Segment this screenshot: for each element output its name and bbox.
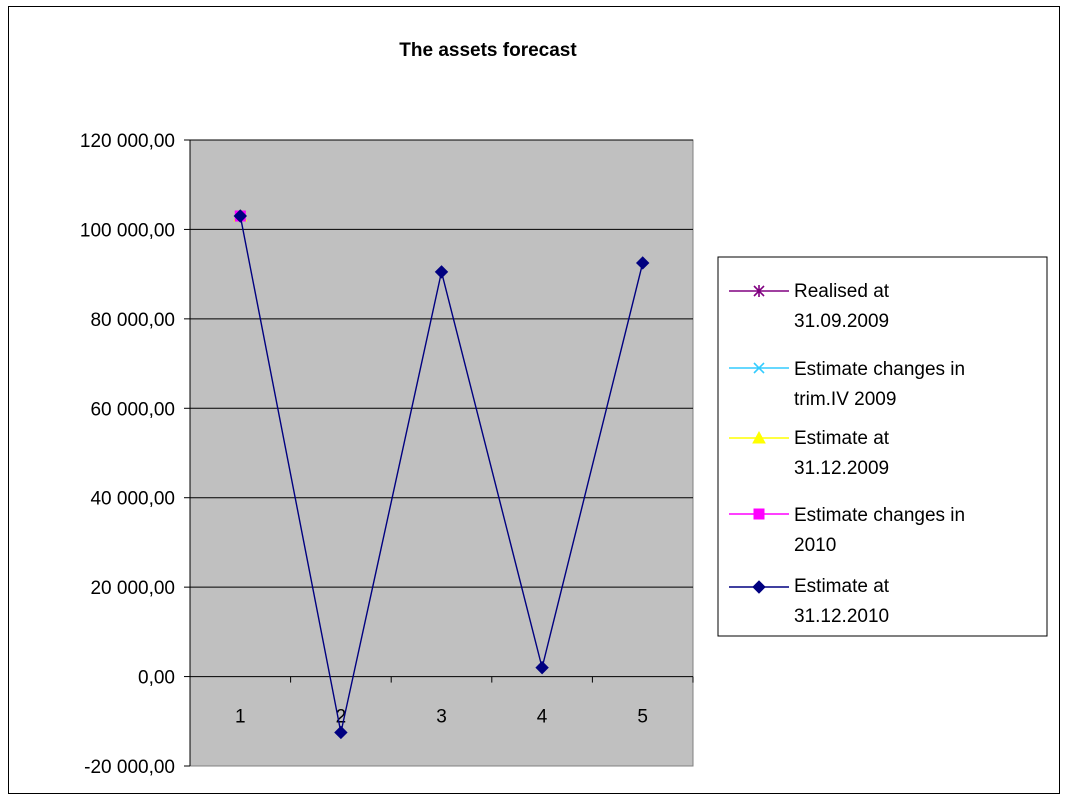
y-tick-label: 0,00	[138, 668, 175, 689]
y-tick-label: 80 000,00	[90, 310, 175, 331]
legend: Realised at 31.09.2009 Estimate changes in…	[717, 256, 1048, 637]
legend-label-line: Estimate at	[794, 576, 890, 597]
legend-marker-4	[753, 508, 765, 520]
y-tick-label: -20 000,00	[84, 757, 175, 778]
legend-label-line: Estimate at	[794, 428, 890, 449]
x-tick-label: 4	[537, 707, 548, 728]
legend-label-line: Estimate changes in	[794, 505, 965, 526]
legend-label: Estimate at 31.12.2009	[794, 428, 890, 479]
x-tick-label: 1	[235, 707, 246, 728]
legend-label-line: Estimate changes in	[794, 359, 965, 380]
legend-label-line: 2010	[794, 535, 836, 556]
data-point-series-5	[635, 256, 650, 270]
legend-label-line: 31.12.2009	[794, 458, 889, 479]
legend-label: Realised at 31.09.2009	[794, 281, 890, 332]
legend-label: Estimate changes in trim.IV 2009	[794, 359, 965, 410]
legend-label-line: 31.12.2010	[794, 606, 889, 627]
legend-label-line: trim.IV 2009	[794, 389, 896, 410]
legend-label: Estimate changes in 2010	[794, 505, 965, 556]
legend-marker-1	[753, 285, 765, 297]
plot-background	[189, 139, 694, 767]
data-point-series-5	[334, 725, 348, 740]
y-tick-label: 60 000,00	[90, 399, 175, 420]
y-tick-label: 40 000,00	[90, 489, 175, 510]
legend-label-line: 31.09.2009	[794, 311, 889, 332]
chart-title: The assets forecast	[399, 40, 577, 61]
y-tick-label: 120 000,00	[80, 131, 175, 152]
y-tick-label: 20 000,00	[90, 578, 175, 599]
legend-marker-3	[752, 430, 766, 444]
legend-marker-5	[752, 580, 766, 594]
legend-label: Estimate at 31.12.2010	[794, 576, 890, 627]
x-tick-label: 3	[436, 707, 447, 728]
legend-marker-2	[753, 362, 765, 374]
data-point-series-5	[535, 660, 549, 675]
data-point-series-5	[434, 265, 449, 279]
y-tick-label: 100 000,00	[80, 220, 175, 241]
legend-label-line: Realised at	[794, 281, 890, 302]
data-point-series-5	[233, 209, 248, 223]
x-tick-label: 2	[336, 707, 347, 728]
x-tick-label: 5	[637, 707, 648, 728]
legend-box	[717, 256, 1048, 637]
